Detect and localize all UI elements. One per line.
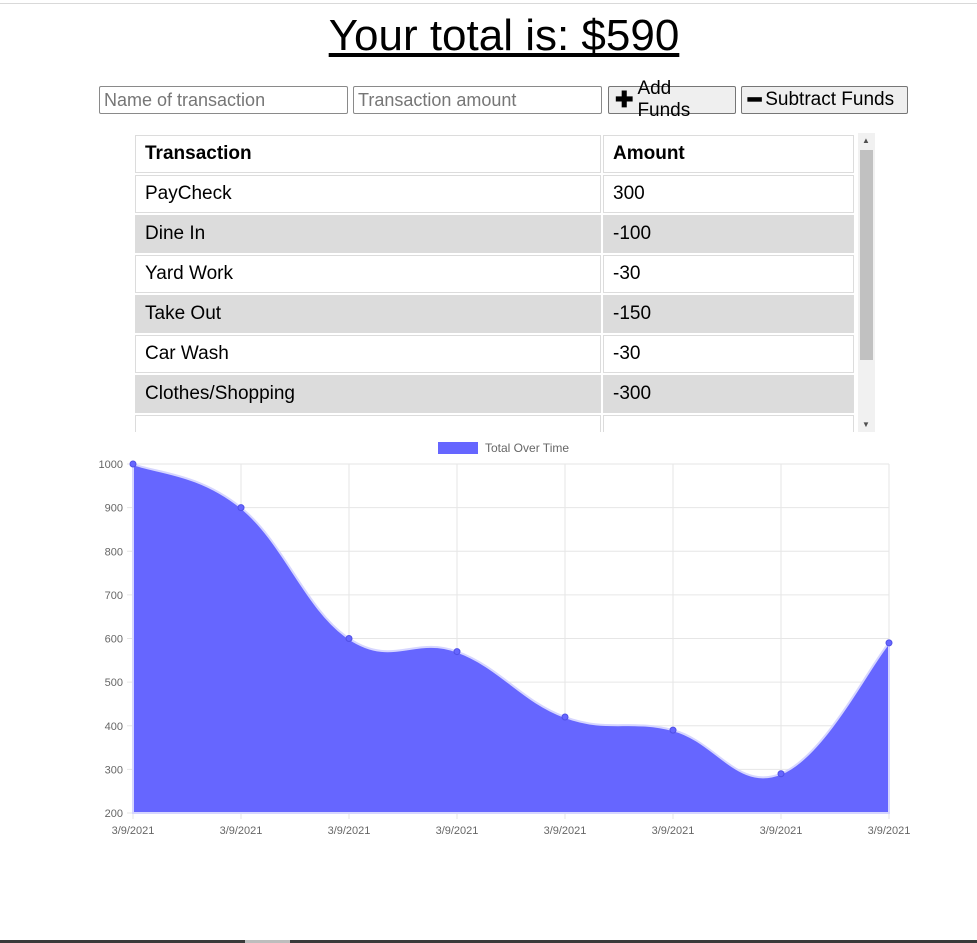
header-transaction: Transaction [135, 135, 601, 173]
y-tick-label: 700 [105, 590, 123, 602]
y-tick-label: 500 [105, 677, 123, 689]
transaction-amount: -150 [603, 295, 854, 333]
transaction-name-input[interactable] [99, 86, 348, 114]
x-tick-label: 3/9/2021 [220, 825, 263, 837]
table-row: PayCheck 300 [135, 175, 854, 213]
minus-icon: ━ [748, 87, 762, 112]
x-tick-label: 3/9/2021 [652, 825, 695, 837]
table-row: Yard Work -30 [135, 255, 854, 293]
transaction-amount: -100 [603, 215, 854, 253]
chart-area-series [132, 462, 890, 814]
bottom-divider-segment [245, 940, 290, 943]
table-row: Car Wash -30 [135, 335, 854, 373]
x-tick-label: 3/9/2021 [436, 825, 479, 837]
y-tick-label: 800 [105, 546, 123, 558]
transaction-name: Yard Work [135, 255, 601, 293]
transaction-amount [603, 415, 854, 432]
legend-label: Total Over Time [485, 441, 569, 455]
transaction-name [135, 415, 601, 432]
legend-swatch [438, 442, 478, 454]
scroll-down-arrow-icon[interactable]: ▼ [862, 420, 870, 429]
scrollbar-thumb[interactable] [860, 150, 873, 360]
add-funds-label: Add Funds [637, 78, 691, 121]
y-tick-label: 400 [105, 721, 123, 733]
transaction-amount: -30 [603, 335, 854, 373]
y-tick-label: 900 [105, 503, 123, 515]
chart-point[interactable] [561, 713, 569, 721]
chart-point[interactable] [345, 635, 353, 642]
subtract-funds-button[interactable]: ━ Subtract Funds [741, 86, 908, 114]
table-scrollbar[interactable]: ▲ ▼ [858, 133, 875, 432]
subtract-funds-label: Subtract Funds [765, 89, 895, 110]
transaction-amount: -300 [603, 375, 854, 413]
transaction-name: Car Wash [135, 335, 601, 373]
chart-point[interactable] [453, 648, 461, 656]
table-row: Take Out -150 [135, 295, 854, 333]
chart-point[interactable] [669, 726, 677, 734]
scroll-up-arrow-icon[interactable]: ▲ [862, 136, 870, 145]
x-tick-label: 3/9/2021 [112, 825, 155, 837]
chart-point[interactable] [885, 639, 893, 647]
transaction-amount-input[interactable] [353, 86, 602, 114]
y-tick-label: 300 [105, 764, 123, 776]
total-heading: Your total is: $590 [328, 11, 680, 60]
plus-icon: ✚ [615, 87, 634, 112]
chart-legend[interactable]: Total Over Time [438, 441, 569, 455]
transaction-name: Dine In [135, 215, 601, 253]
table-row: Dine In -100 [135, 215, 854, 253]
chart-x-ticks: 3/9/2021 3/9/2021 3/9/2021 3/9/2021 3/9/2021… [112, 825, 911, 837]
x-tick-label: 3/9/2021 [544, 825, 587, 837]
transaction-amount: 300 [603, 175, 854, 213]
table-row [135, 415, 854, 432]
chart-point[interactable] [129, 460, 137, 468]
add-funds-button[interactable]: ✚ Add Funds [608, 78, 736, 121]
transaction-name: Take Out [135, 295, 601, 333]
chart-point[interactable] [777, 770, 785, 778]
top-divider [0, 3, 977, 4]
chart-points [129, 460, 893, 778]
chart-point[interactable] [237, 504, 245, 512]
table-row: Clothes/Shopping -300 [135, 375, 854, 413]
transactions-table-container[interactable]: Transaction Amount PayCheck 300 Dine In … [133, 133, 875, 432]
x-tick-label: 3/9/2021 [328, 825, 371, 837]
transactions-table: Transaction Amount PayCheck 300 Dine In … [133, 133, 856, 432]
y-tick-label: 200 [105, 808, 123, 820]
y-tick-label: 1000 [99, 459, 123, 471]
y-tick-label: 600 [105, 634, 123, 646]
bottom-divider [0, 940, 977, 943]
x-tick-label: 3/9/2021 [760, 825, 803, 837]
chart-y-ticks: 200 300 400 500 600 700 800 900 1000 [99, 459, 123, 820]
x-tick-label: 3/9/2021 [868, 825, 911, 837]
transaction-name: PayCheck [135, 175, 601, 213]
table-header-row: Transaction Amount [135, 135, 854, 173]
transaction-name: Clothes/Shopping [135, 375, 601, 413]
header-amount: Amount [603, 135, 854, 173]
transaction-amount: -30 [603, 255, 854, 293]
